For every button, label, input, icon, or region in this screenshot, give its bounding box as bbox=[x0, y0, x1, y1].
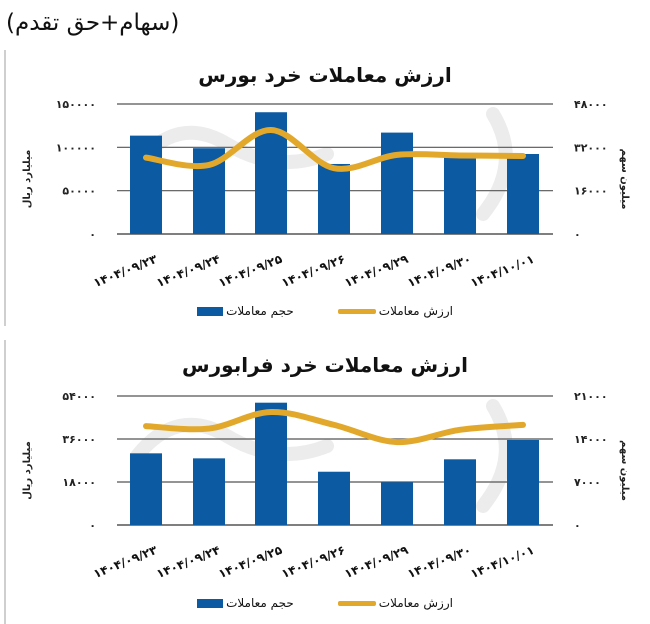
y-tick-right: ۴۸۰۰۰ bbox=[574, 98, 608, 111]
chart-title-farabourse: ارزش معاملات خرد فرابورس bbox=[182, 353, 468, 377]
y-axis-label-right: میلیون سهم bbox=[619, 148, 630, 209]
y-tick-left: ۵۴۰۰۰ bbox=[62, 390, 96, 403]
legend-bourse: ارزش معاملات حجم معاملات bbox=[0, 304, 650, 318]
watermark-shape bbox=[476, 107, 513, 221]
x-tick-label: ۱۴۰۴/۰۹/۲۵ bbox=[216, 543, 284, 581]
x-tick-label: ۱۴۰۴/۰۹/۳۰ bbox=[405, 543, 473, 581]
page-title: (سهام+حق تقدم) bbox=[6, 10, 180, 36]
legend-item-volume: حجم معاملات bbox=[197, 596, 294, 610]
legend-farabourse: ارزش معاملات حجم معاملات bbox=[0, 596, 650, 610]
x-tick-label: ۱۴۰۴/۱۰/۰۱ bbox=[468, 543, 536, 581]
bar bbox=[318, 163, 350, 234]
chart-panel-farabourse bbox=[4, 340, 650, 624]
value-line bbox=[143, 408, 526, 446]
legend-label-value: ارزش معاملات bbox=[378, 596, 453, 610]
y-tick-left: ۱۸۰۰۰ bbox=[62, 476, 96, 489]
bar bbox=[507, 154, 539, 234]
bar-swatch-icon bbox=[197, 598, 224, 608]
y-tick-right: ۰ bbox=[574, 228, 581, 241]
chart-farabourse: ۰ ۰ ۱۸۰۰۰ ۷۰۰۰ ۳۶۰۰۰ ۱۴۰۰۰ ۵۴۰۰۰ ۲۱۰۰۰ میلیارد ر… bbox=[22, 390, 630, 581]
y-tick-right: ۱۶۰۰۰ bbox=[574, 185, 608, 198]
x-tick-label: ۱۴۰۴/۰۹/۲۴ bbox=[154, 543, 222, 581]
value-line bbox=[143, 126, 526, 172]
bar bbox=[130, 135, 162, 234]
legend-label-volume: حجم معاملات bbox=[226, 596, 294, 610]
chart-bourse: ۰ ۰ ۵۰۰۰۰ ۱۶۰۰۰ ۱۰۰۰۰۰ ۳۲۰۰۰ ۱۵۰۰۰۰ ۴۸۰۰۰ میلیار… bbox=[22, 98, 630, 290]
legend-label-value: ارزش معاملات bbox=[378, 304, 453, 318]
chart-panel-bourse bbox=[4, 50, 650, 326]
y-axis-label-right: میلیون سهم bbox=[619, 440, 630, 501]
y-tick-left: ۳۶۰۰۰ bbox=[62, 433, 96, 446]
bar bbox=[255, 402, 287, 525]
line-swatch-icon bbox=[337, 600, 376, 606]
y-tick-right: ۲۱۰۰۰ bbox=[574, 390, 608, 403]
y-tick-left: ۰ bbox=[89, 228, 96, 241]
y-tick-right: ۱۴۰۰۰ bbox=[574, 433, 608, 446]
bar bbox=[130, 453, 162, 525]
watermark-shape bbox=[130, 125, 334, 171]
bar bbox=[318, 471, 350, 525]
bar bbox=[193, 458, 225, 525]
bar bbox=[381, 482, 413, 525]
watermark-shape bbox=[130, 417, 334, 463]
y-tick-left: ۱۰۰۰۰۰ bbox=[56, 141, 96, 154]
x-tick-label: ۱۴۰۴/۰۹/۲۳ bbox=[91, 543, 159, 581]
bar bbox=[444, 154, 476, 234]
line-swatch-icon bbox=[337, 308, 376, 314]
legend-label-volume: حجم معاملات bbox=[226, 304, 294, 318]
x-tick-label: ۱۴۰۴/۰۹/۲۹ bbox=[342, 543, 410, 581]
y-tick-right: ۳۲۰۰۰ bbox=[574, 141, 608, 154]
y-axis-label-left: میلیارد ریال bbox=[22, 150, 33, 209]
x-tick-label: ۱۴۰۴/۰۹/۲۶ bbox=[279, 543, 347, 581]
bar bbox=[444, 459, 476, 525]
bar-swatch-icon bbox=[197, 306, 224, 316]
y-tick-right: ۰ bbox=[574, 519, 581, 532]
y-tick-left: ۱۵۰۰۰۰ bbox=[56, 98, 96, 111]
bar bbox=[381, 132, 413, 234]
y-tick-left: ۰ bbox=[89, 519, 96, 532]
watermark-shape bbox=[476, 399, 513, 513]
y-axis-label-left: میلیارد ریال bbox=[22, 441, 33, 500]
y-tick-left: ۵۰۰۰۰ bbox=[62, 185, 96, 198]
legend-item-value: ارزش معاملات bbox=[337, 596, 453, 610]
chart-title-bourse: ارزش معاملات خرد بورس bbox=[198, 63, 452, 87]
legend-item-value: ارزش معاملات bbox=[337, 304, 453, 318]
bar bbox=[507, 439, 539, 525]
y-tick-right: ۷۰۰۰ bbox=[574, 476, 601, 489]
legend-item-volume: حجم معاملات bbox=[197, 304, 294, 318]
